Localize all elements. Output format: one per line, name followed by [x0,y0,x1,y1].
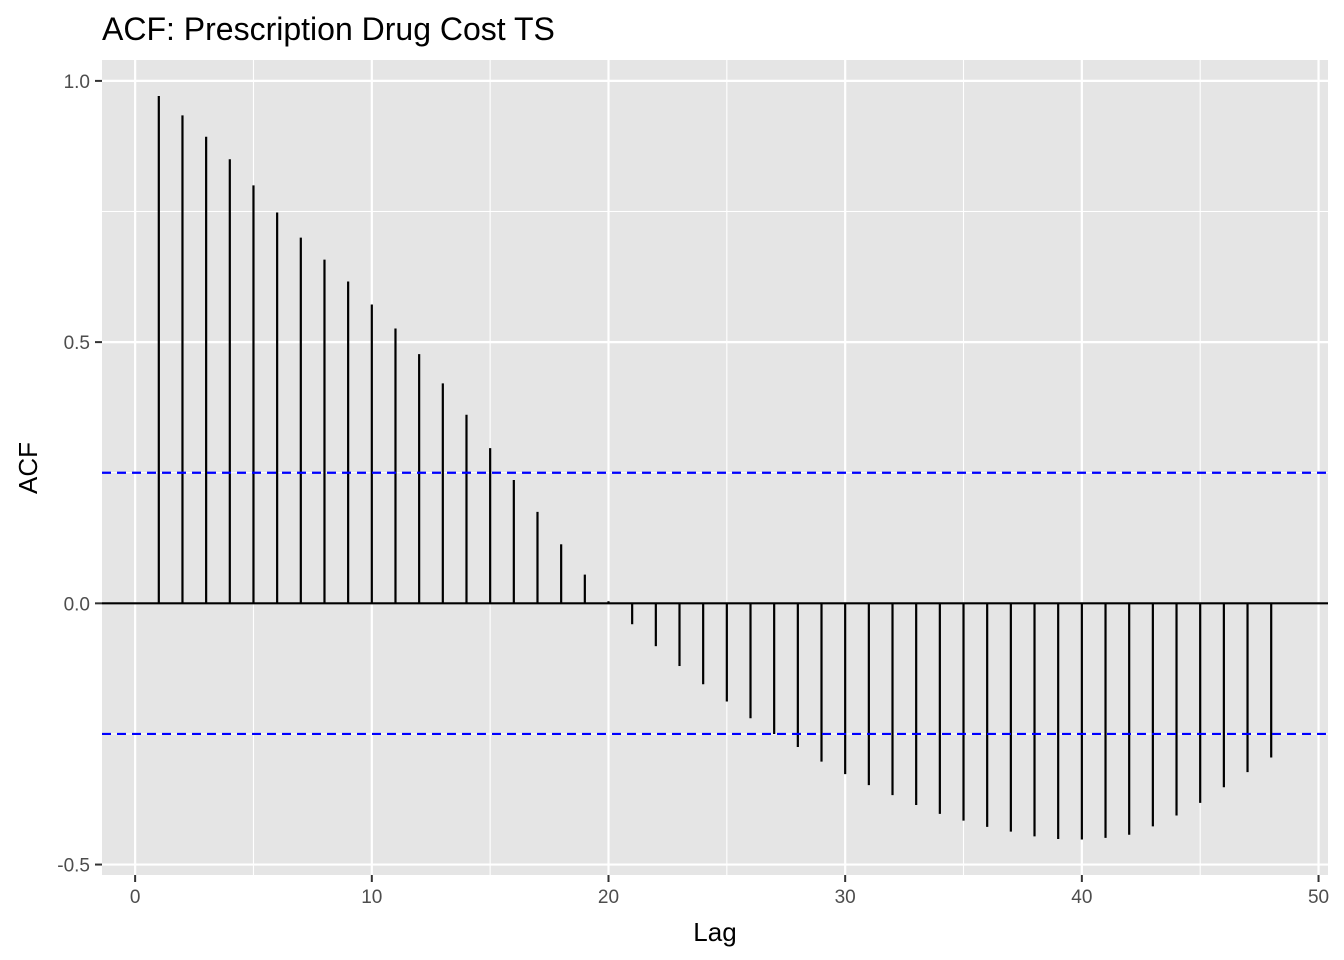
x-tick-label: 40 [1071,887,1092,908]
plot-panel [102,60,1328,875]
x-tick-label: 20 [598,887,619,908]
x-tick-label: 30 [835,887,856,908]
y-tick-label: 1.0 [64,72,90,93]
confidence-bounds [102,471,1328,736]
acf-bars [102,96,1328,840]
x-tick-label: 0 [130,887,141,908]
chart-title: ACF: Prescription Drug Cost TS [102,11,555,47]
x-axis-title: Lag [693,917,736,947]
y-tick-label: 0.0 [64,594,90,615]
x-axis: 0 10 20 30 40 50 [130,875,1329,908]
y-tick-label: 0.5 [64,333,90,354]
y-axis: -0.5 0.0 0.5 1.0 [57,72,102,877]
y-tick-label: -0.5 [57,856,90,877]
x-tick-label: 50 [1308,887,1329,908]
x-tick-label: 10 [361,887,382,908]
y-axis-title: ACF [13,442,43,494]
